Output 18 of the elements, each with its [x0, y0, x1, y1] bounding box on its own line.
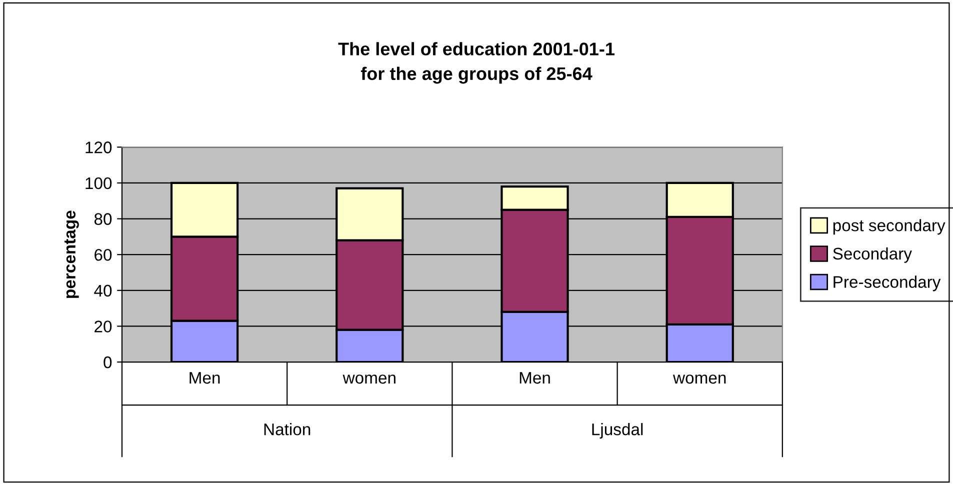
y-tick-label: 0 — [104, 356, 112, 368]
x-tick-label: women — [672, 374, 726, 384]
y-tick-label: 40 — [94, 284, 112, 297]
text: Ljusdal — [592, 423, 643, 439]
y-tick-label: 120 — [86, 142, 112, 154]
y-tick-label: 80 — [94, 213, 112, 225]
x-tick-label: Men — [190, 372, 220, 384]
chart-title: The level of education 2001-01-1 for the age groups of 25-64 — [338, 42, 614, 84]
legend-label: Secondary — [833, 247, 912, 263]
x-tick-label: women — [342, 374, 396, 384]
y-tick-label: 60 — [94, 248, 112, 261]
x-tick-label: Men — [520, 372, 550, 384]
legend-label: post secondary — [833, 219, 946, 235]
text: Nation — [264, 423, 310, 436]
legend-label: Pre-secondary — [834, 276, 941, 292]
y-tick-label: 20 — [94, 320, 112, 332]
y-tick-label: 100 — [86, 177, 112, 190]
y-axis-title: percentage — [64, 210, 79, 298]
